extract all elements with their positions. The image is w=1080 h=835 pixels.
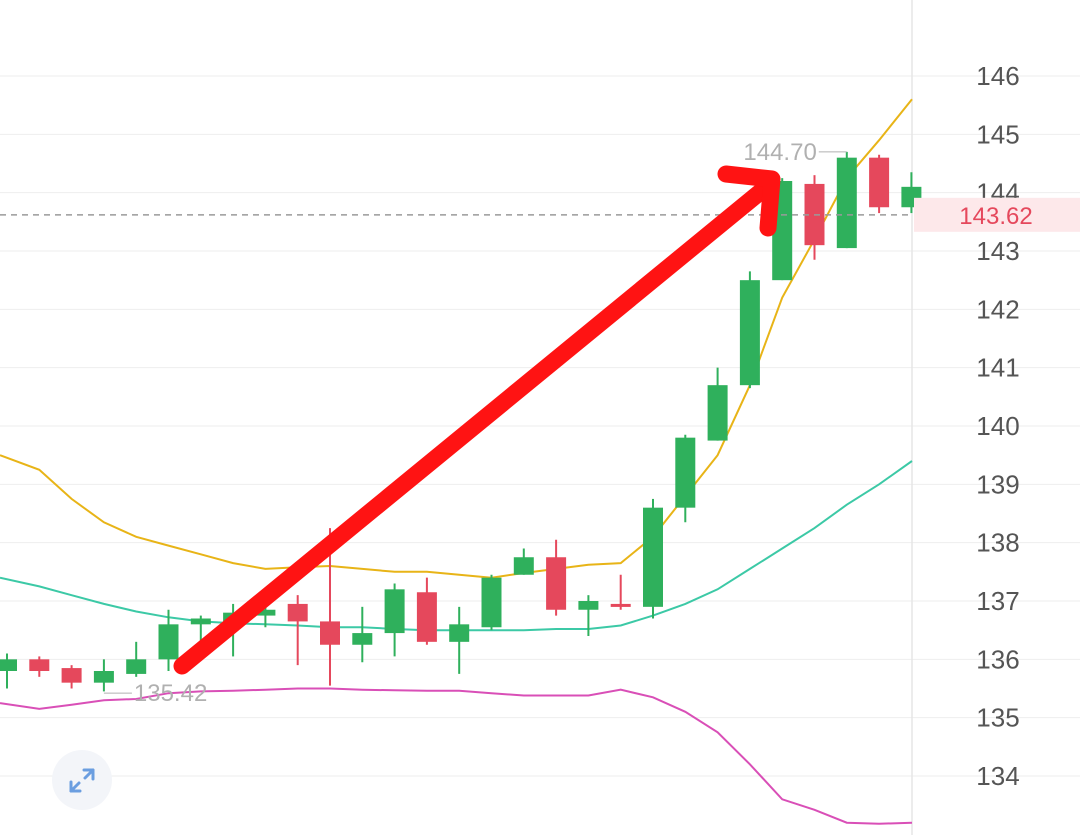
candle-body	[126, 659, 147, 674]
lower-band-line	[0, 687, 913, 825]
middle-band-line	[0, 460, 913, 632]
y-tick-label: 137	[976, 586, 1019, 616]
candle-body	[869, 157, 890, 208]
candle-up	[675, 434, 696, 523]
candle-up	[352, 606, 373, 663]
candle-body	[643, 507, 663, 607]
low-marker-label: 135.42	[134, 680, 207, 707]
trend-arrow-shaft	[173, 175, 779, 675]
candle-body	[739, 280, 760, 386]
candle-body	[481, 577, 502, 628]
candle-up	[836, 151, 857, 249]
annotations: 143.62 144.70 135.42	[0, 139, 1080, 707]
last-price-tag	[914, 197, 1080, 232]
candle-body	[320, 621, 340, 645]
candle-up	[739, 271, 760, 389]
y-tick-label: 143	[976, 236, 1019, 266]
y-tick-label: 135	[976, 703, 1019, 733]
candle-body	[93, 671, 114, 683]
candle-body	[0, 659, 17, 671]
high-marker-label: 144.70	[743, 139, 816, 166]
candle-body	[449, 624, 470, 642]
candle-body	[416, 592, 437, 642]
candle-up	[707, 367, 728, 441]
expand-button[interactable]	[52, 750, 112, 810]
candle-down	[416, 577, 437, 645]
candle-down	[869, 154, 890, 214]
candle-body	[287, 603, 308, 622]
candle-body	[546, 557, 567, 610]
candles	[0, 151, 922, 692]
candle-body	[675, 437, 696, 508]
candle-up	[578, 595, 599, 636]
candle-body	[707, 385, 728, 441]
y-tick-label: 134	[976, 761, 1019, 791]
candle-down	[804, 175, 825, 260]
candle-up	[93, 659, 114, 692]
candle-body	[610, 603, 631, 607]
candle-up	[190, 615, 211, 642]
y-tick-label: 141	[976, 353, 1019, 383]
candle-down	[610, 574, 631, 610]
candle-body	[61, 668, 82, 683]
candle-down	[29, 656, 50, 677]
candle-down	[287, 595, 308, 666]
candle-body	[255, 609, 276, 616]
candle-body	[384, 589, 405, 634]
candle-up	[255, 606, 276, 628]
candle-up	[643, 498, 663, 619]
candle-body	[29, 659, 50, 671]
y-tick-label: 146	[976, 61, 1019, 91]
upper-band-line	[0, 98, 913, 579]
candle-down	[546, 539, 567, 616]
expand-diagonal-icon	[69, 768, 95, 793]
y-tick-label: 140	[976, 411, 1019, 441]
candle-body	[513, 557, 534, 575]
y-tick-label: 138	[976, 528, 1019, 558]
y-tick-label: 145	[976, 119, 1019, 149]
candle-up	[384, 583, 405, 657]
candle-up	[158, 609, 179, 671]
candle-body	[836, 157, 857, 249]
candle-down	[61, 665, 82, 689]
last-price-label: 143.62	[959, 203, 1032, 230]
candle-up	[513, 548, 534, 575]
candle-up	[481, 574, 502, 631]
candle-body	[158, 624, 179, 660]
candle-up	[0, 653, 17, 689]
y-tick-label: 139	[976, 469, 1019, 499]
candle-body	[190, 618, 211, 625]
candle-body	[578, 601, 599, 610]
candle-body	[352, 633, 373, 645]
candle-up	[126, 641, 147, 677]
trend-arrow-head	[717, 165, 781, 237]
y-tick-label: 136	[976, 644, 1019, 674]
y-tick-label: 142	[976, 294, 1019, 324]
candle-up	[449, 606, 470, 674]
trend-arrow	[173, 165, 781, 675]
